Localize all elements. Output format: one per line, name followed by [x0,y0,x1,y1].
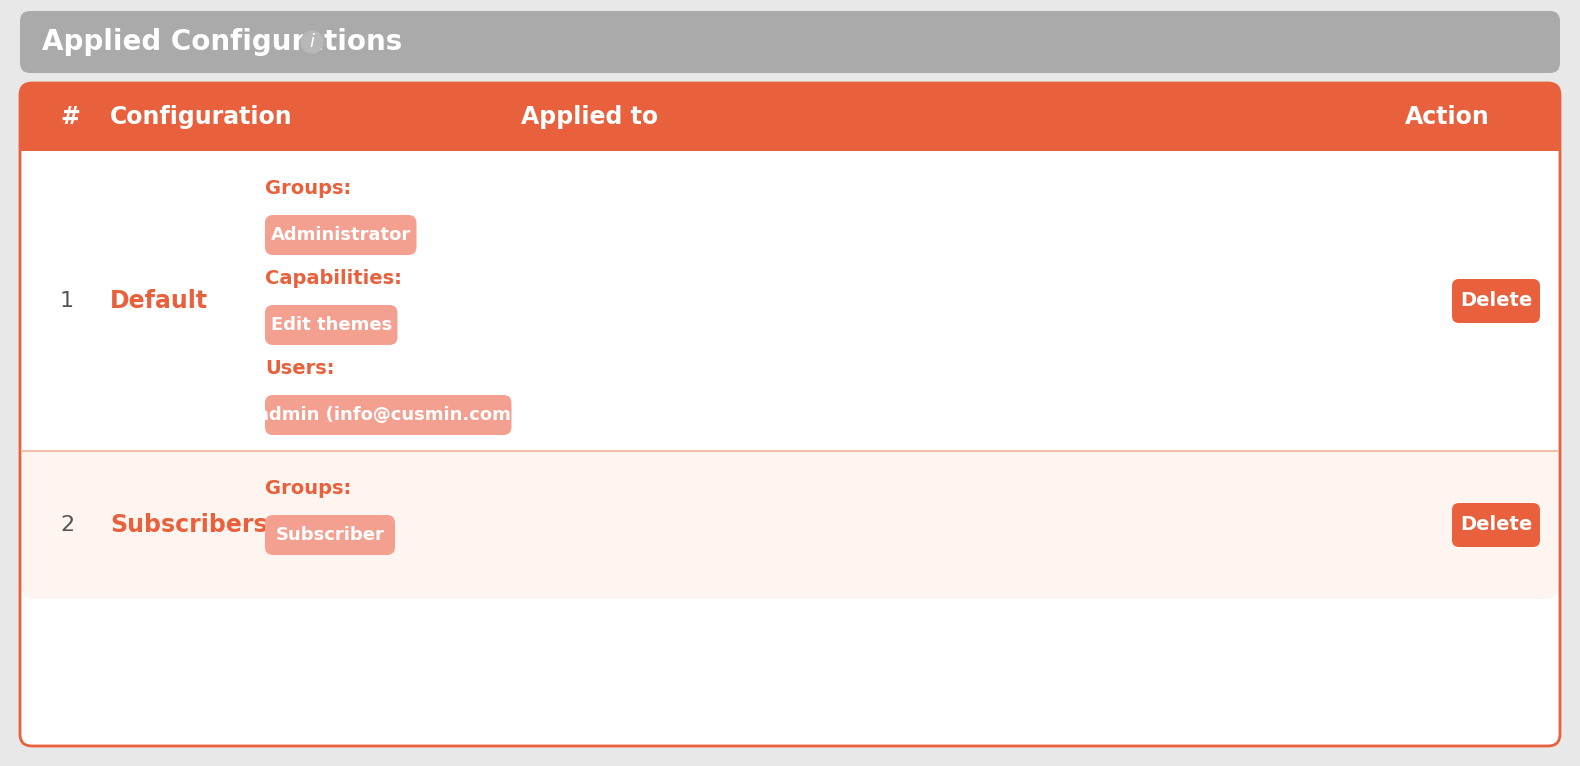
FancyBboxPatch shape [1452,503,1540,547]
Text: 2: 2 [60,515,74,535]
FancyBboxPatch shape [22,451,1558,599]
FancyBboxPatch shape [21,11,1559,73]
FancyBboxPatch shape [1452,279,1540,323]
FancyBboxPatch shape [265,515,395,555]
Text: Applied Configurations: Applied Configurations [43,28,403,56]
Text: Groups:: Groups: [265,179,351,198]
Text: Capabilities:: Capabilities: [265,269,401,288]
Text: Groups:: Groups: [265,479,351,498]
Bar [22,451,1558,465]
Text: Subscribers: Subscribers [111,513,267,537]
Text: Configuration: Configuration [111,105,292,129]
Circle shape [302,31,322,53]
Text: Users:: Users: [265,359,335,378]
Bar [21,137,1559,151]
FancyBboxPatch shape [265,215,417,255]
Text: #: # [60,105,81,129]
FancyBboxPatch shape [21,83,1559,746]
FancyBboxPatch shape [21,83,1559,151]
Text: i: i [310,33,314,51]
Text: admin (info@cusmin.com): admin (info@cusmin.com) [258,406,520,424]
Text: Edit themes: Edit themes [270,316,392,334]
Bar [22,151,1558,451]
Text: Delete: Delete [1460,292,1533,310]
FancyBboxPatch shape [265,395,512,435]
Text: Action: Action [1405,105,1490,129]
Text: Subscriber: Subscriber [275,526,384,544]
Text: 1: 1 [60,291,74,311]
Text: Applied to: Applied to [521,105,659,129]
FancyBboxPatch shape [265,305,398,345]
Text: Default: Default [111,289,209,313]
Text: Delete: Delete [1460,516,1533,535]
Text: Administrator: Administrator [270,226,411,244]
